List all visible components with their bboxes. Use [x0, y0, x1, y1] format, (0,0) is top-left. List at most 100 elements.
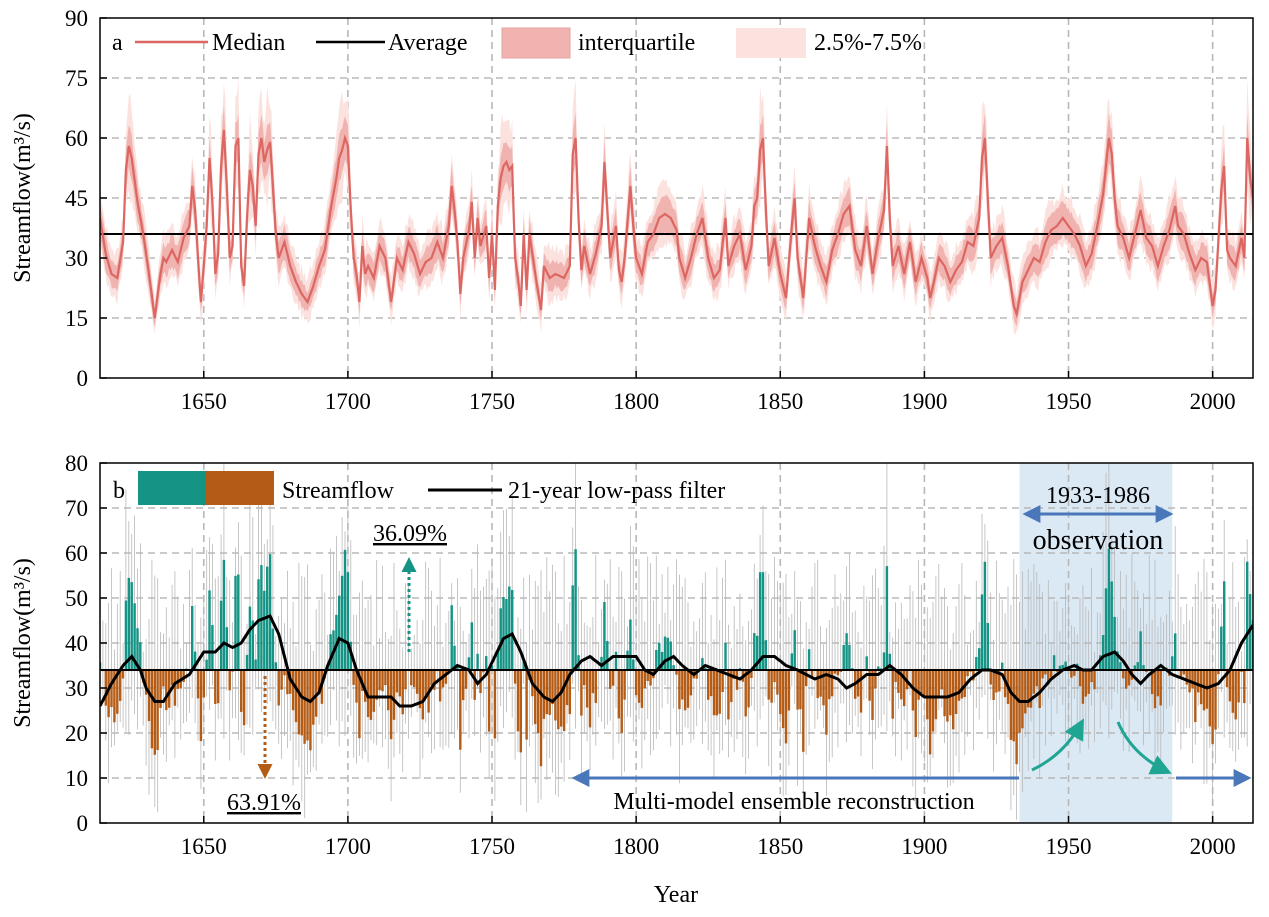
bar-above — [1139, 631, 1141, 670]
bar-below — [595, 670, 597, 703]
panel-a-legend: a Median Average interquartile 2.5%-7.5% — [112, 28, 922, 58]
bar-above — [1001, 663, 1003, 670]
panel-b-xtick-label: 1900 — [901, 834, 947, 859]
bar-below — [381, 670, 383, 691]
legend-interquartile-label: interquartile — [578, 30, 695, 56]
bar-below — [1021, 670, 1023, 728]
bar-above — [1171, 656, 1173, 670]
bar-below — [1050, 670, 1052, 677]
panel-b-xtick-label: 1750 — [469, 834, 515, 859]
bar-below — [1033, 670, 1035, 694]
bar-below — [514, 670, 516, 684]
bar-below — [384, 670, 386, 685]
panel-a-ytick-label: 45 — [65, 186, 88, 211]
bar-above — [1102, 635, 1104, 670]
panel-a-ytick-label: 0 — [77, 366, 89, 391]
bar-below — [920, 670, 922, 693]
bar-above — [338, 596, 340, 670]
bar-above — [1246, 562, 1248, 670]
bar-below — [580, 670, 582, 716]
bar-above — [451, 605, 453, 670]
bar-below — [309, 670, 311, 750]
bar-below — [430, 670, 432, 686]
bar-below — [494, 670, 496, 738]
bar-below — [1013, 670, 1015, 741]
bar-above — [139, 642, 141, 670]
bar-below — [1010, 670, 1012, 740]
bar-below — [462, 670, 464, 700]
bar-below — [716, 670, 718, 715]
panel-b-legend: b Streamflow 21-year low-pass filter — [113, 471, 725, 505]
panel-a-ytick-label: 75 — [65, 66, 88, 91]
panel-b-ytick-label: 30 — [65, 676, 88, 701]
bar-below — [563, 670, 565, 731]
bar-above — [263, 591, 265, 670]
bar-above — [269, 554, 271, 670]
bar-below — [860, 670, 862, 713]
bar-above — [987, 623, 989, 670]
legend-average-label: Average — [388, 30, 468, 56]
panel-b-xtick-label: 1800 — [613, 834, 659, 859]
bar-below — [292, 670, 294, 710]
bar-below — [465, 670, 467, 689]
bar-above — [234, 576, 236, 670]
bar-above — [632, 659, 634, 670]
bar-below — [802, 670, 804, 752]
bar-above — [1111, 582, 1113, 671]
bar-below — [537, 670, 539, 733]
legend-band-swatch — [736, 28, 806, 58]
bar-below — [1015, 670, 1017, 764]
bar-above — [724, 643, 726, 670]
bar-below — [1070, 670, 1072, 678]
bar-below — [534, 670, 536, 724]
bar-below — [773, 670, 775, 682]
bar-below — [295, 670, 297, 722]
bar-below — [410, 670, 412, 685]
bar-above — [257, 579, 259, 670]
bar-below — [923, 670, 925, 696]
bar-below — [641, 670, 643, 708]
bar-below — [422, 670, 424, 719]
panel-a-xtick-label: 1650 — [181, 389, 227, 414]
bar-below — [592, 670, 594, 693]
bar-below — [278, 670, 280, 706]
bar-above — [471, 622, 473, 670]
bar-below — [174, 670, 176, 706]
bar-below — [1154, 670, 1156, 708]
bar-below — [474, 670, 476, 700]
bar-below — [687, 670, 689, 708]
panel-a-ylabel: Streamflow(m³/s) — [10, 113, 36, 283]
bar-below — [1160, 670, 1162, 706]
bar-below — [402, 670, 404, 714]
bar-above — [205, 660, 207, 670]
bar-below — [770, 670, 772, 703]
bar-below — [217, 670, 219, 703]
legend-interquartile-swatch — [502, 28, 570, 58]
panel-b-ytick-label: 0 — [77, 811, 89, 836]
bar-below — [871, 670, 873, 720]
bar-above — [975, 657, 977, 670]
panel-b-xtick-label: 1700 — [325, 834, 371, 859]
bar-below — [122, 670, 124, 679]
bar-below — [298, 670, 300, 734]
bar-below — [1235, 670, 1237, 719]
panel-b-ytick-label: 10 — [65, 766, 88, 791]
bar-below — [439, 670, 441, 701]
bar-above — [1053, 655, 1055, 670]
bar-below — [413, 670, 415, 687]
bar-below — [1085, 670, 1087, 697]
bar-above — [574, 549, 576, 670]
bar-below — [1209, 670, 1211, 726]
bar-below — [819, 670, 821, 697]
bar-below — [1229, 670, 1231, 701]
bar-below — [393, 670, 395, 720]
bar-below — [303, 670, 305, 744]
bar-below — [776, 670, 778, 695]
bar-above — [1108, 549, 1110, 671]
bar-above — [476, 654, 478, 670]
panel-a-ytick-label: 90 — [65, 6, 88, 31]
bar-above — [246, 655, 248, 670]
bar-below — [280, 670, 282, 690]
bar-below — [560, 670, 562, 727]
